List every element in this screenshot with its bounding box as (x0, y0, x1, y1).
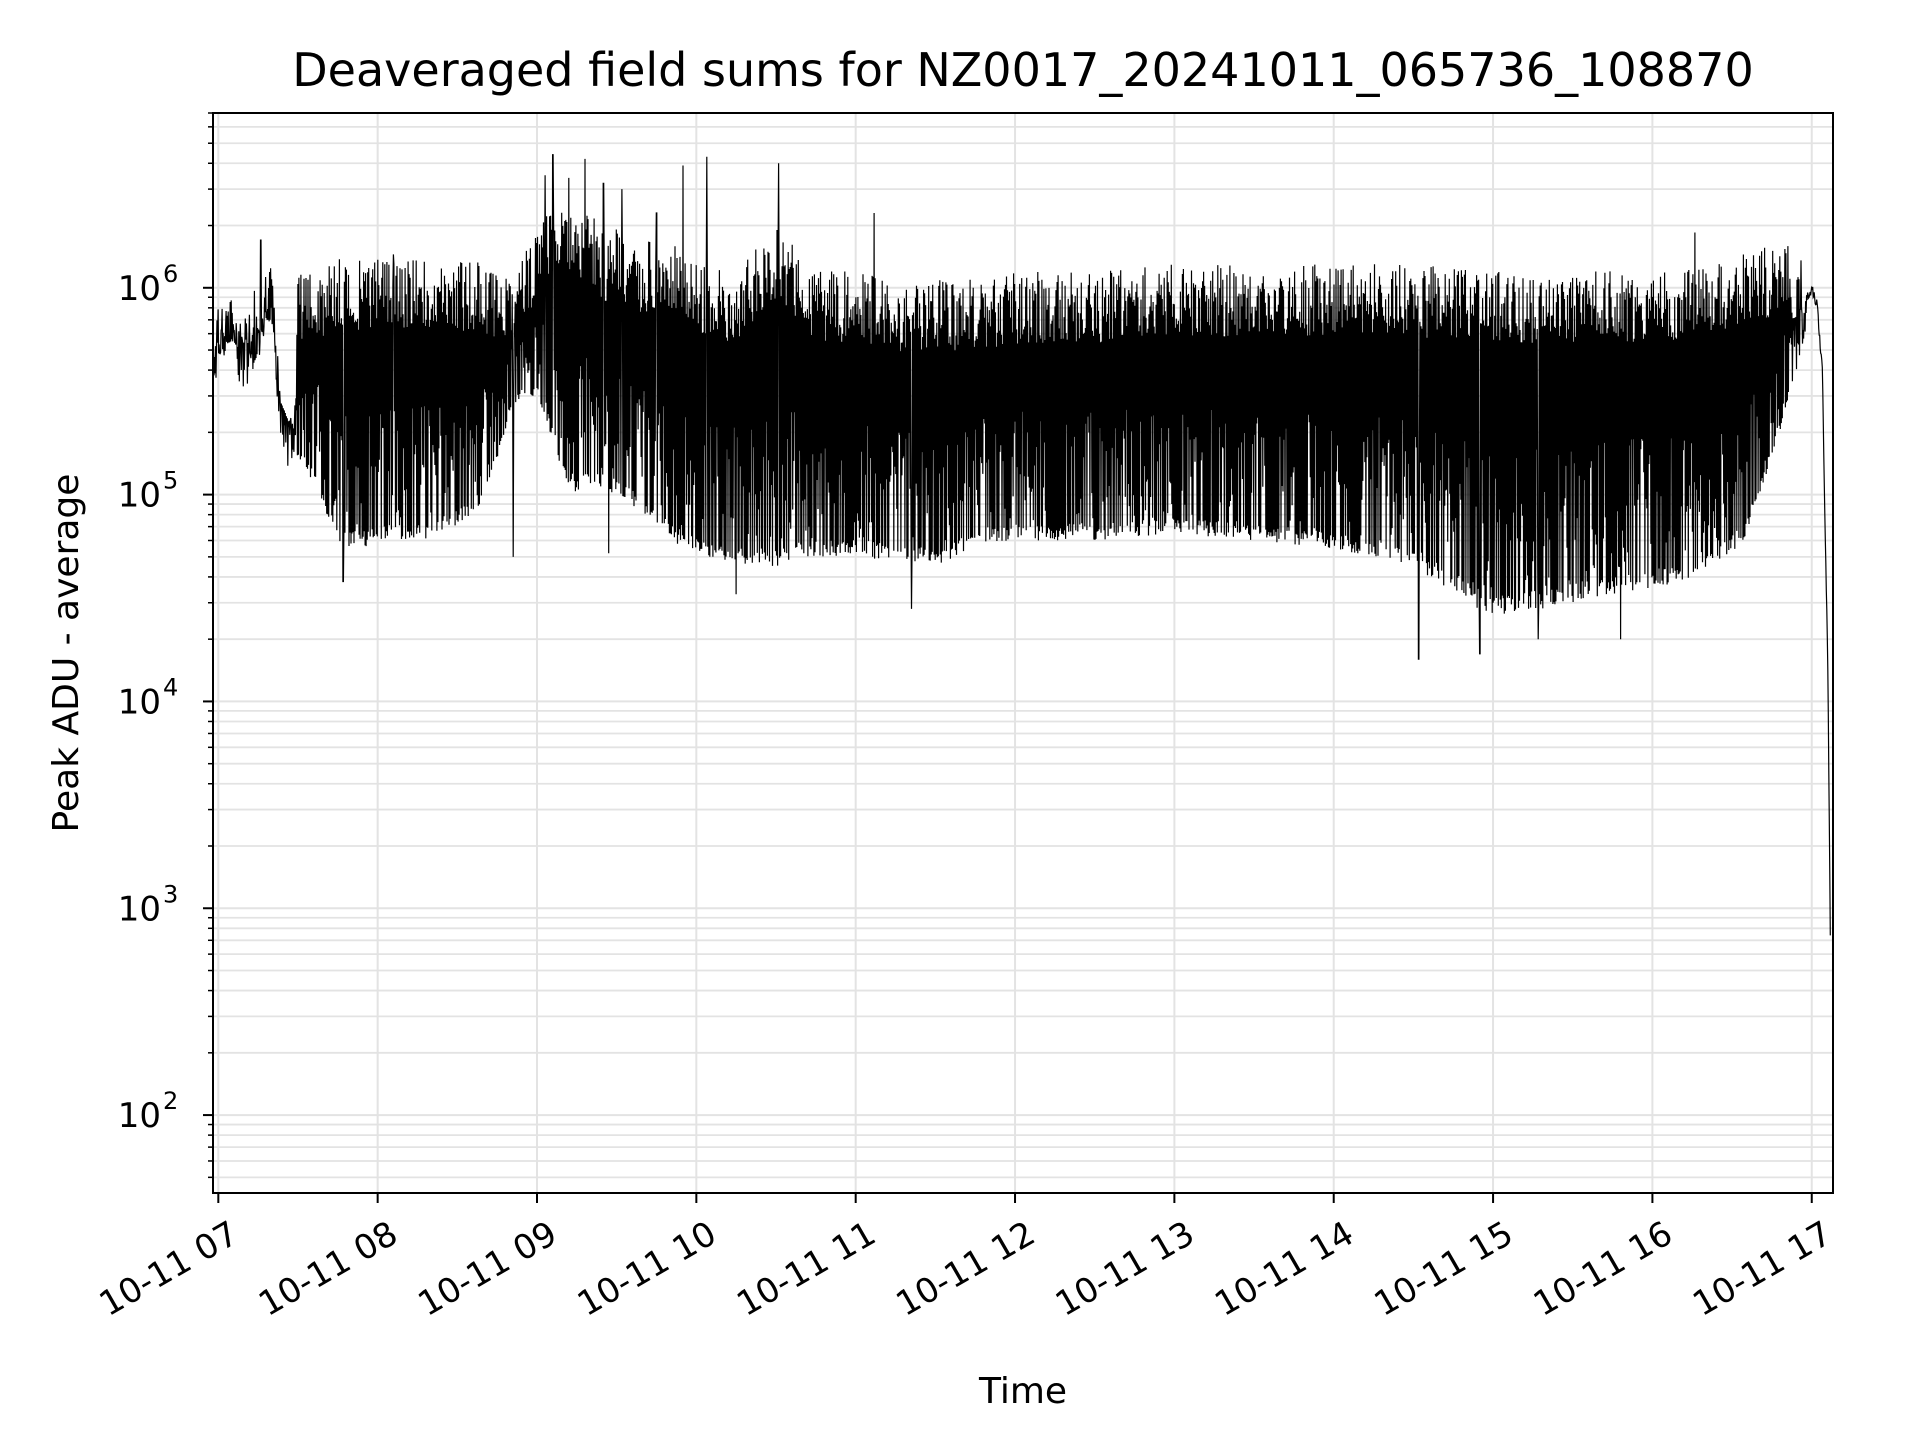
x-tick-label: 10-11 13 (1049, 1214, 1201, 1325)
x-tick-label: 10-11 12 (890, 1214, 1042, 1325)
y-tick-label: 10 (118, 476, 161, 516)
grid (213, 112, 1833, 1193)
x-tick-label: 10-11 17 (1686, 1214, 1838, 1325)
x-tick-label: 10-11 07 (93, 1214, 245, 1325)
x-tick-label: 10-11 08 (252, 1214, 404, 1325)
y-tick-exponent: 4 (163, 673, 178, 701)
x-tick-label: 10-11 10 (571, 1214, 723, 1325)
y-tick-label: 10 (118, 682, 161, 722)
x-tick-label: 10-11 16 (1527, 1214, 1679, 1325)
y-tick-exponent: 2 (163, 1087, 178, 1115)
series-line-layer (212, 154, 1831, 936)
y-tick-label: 10 (118, 269, 161, 309)
y-axis-label: Peak ADU - average (46, 474, 87, 833)
y-tick-label: 10 (118, 889, 161, 929)
x-axis: 10-11 07 10-11 08 10-11 09 10-11 10 10-11 11… (93, 1193, 1839, 1325)
plot-frame (212, 112, 1834, 1194)
y-tick-exponent: 6 (163, 260, 178, 288)
y-tick-exponent: 3 (163, 880, 178, 908)
series-line (212, 154, 1831, 936)
x-tick-label: 10-11 15 (1368, 1214, 1520, 1325)
chart-title: Deaveraged field sums for NZ0017_2024101… (292, 43, 1753, 97)
x-tick-label: 10-11 09 (412, 1214, 564, 1325)
x-tick-label: 10-11 14 (1208, 1214, 1360, 1325)
y-tick-exponent: 5 (163, 467, 178, 495)
y-tick-label: 10 (118, 1096, 161, 1136)
x-axis-label: Time (978, 1371, 1067, 1412)
x-tick-label: 10-11 11 (730, 1214, 882, 1325)
